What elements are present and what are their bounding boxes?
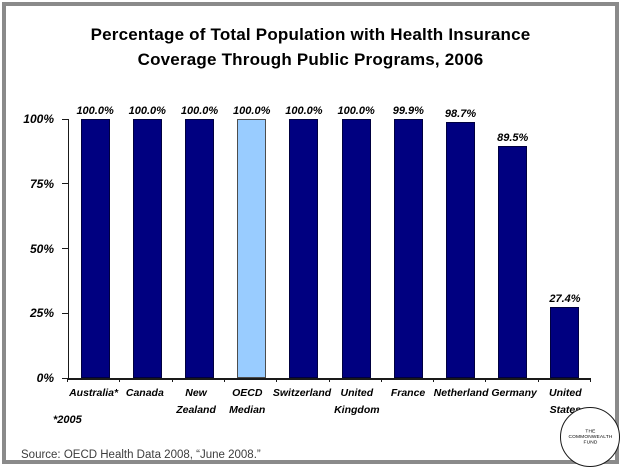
- bar-value-label: 100.0%: [76, 105, 114, 117]
- x-tick-mark: [119, 378, 121, 382]
- x-tick-mark: [537, 378, 539, 382]
- y-tick-mark: [62, 377, 68, 379]
- category-label: Germany: [491, 387, 537, 399]
- bar-column: 100.0%: [226, 105, 278, 378]
- bar-column: 98.7%: [434, 108, 486, 378]
- bar-column: 100.0%: [69, 105, 121, 378]
- logo-line-1: THE: [584, 428, 596, 434]
- x-tick-mark: [433, 378, 435, 382]
- y-tick-mark: [62, 183, 68, 185]
- bar: [498, 146, 528, 378]
- logo-line-3: FUND: [582, 439, 597, 445]
- bar-column: 99.9%: [382, 105, 434, 378]
- slide-frame: Percentage of Total Population with Heal…: [2, 2, 620, 467]
- commonwealth-fund-logo: THE COMMONWEALTH FUND: [560, 407, 620, 467]
- bar-value-label: 27.4%: [549, 293, 581, 306]
- bar: [550, 307, 580, 378]
- y-tick-label: 25%: [29, 306, 54, 321]
- bar-column: 100.0%: [173, 105, 225, 378]
- y-tick-label: 50%: [29, 241, 54, 256]
- category-label: Australia*: [69, 387, 119, 399]
- x-tick-mark: [171, 378, 173, 382]
- bar-value-label: 99.9%: [392, 105, 424, 118]
- category-label: Switzerland: [272, 387, 332, 399]
- bar-value-label: 100.0%: [233, 105, 271, 117]
- x-tick-mark: [485, 378, 487, 382]
- y-tick-mark: [62, 248, 68, 249]
- y-tick-label: 0%: [36, 371, 54, 385]
- bars-container: 100.0% 100.0% 100.0% 100.0% 100.0% 100.0% 99.9…: [69, 105, 591, 378]
- x-axis-ticks: [67, 378, 591, 383]
- bar: [289, 119, 319, 378]
- source-note: Source: OECD Health Data 2008, “June 200…: [21, 449, 261, 461]
- category-label: New Zealand: [176, 387, 216, 416]
- y-tick-mark: [62, 312, 68, 314]
- bar-value-label: 100.0%: [337, 105, 375, 117]
- category-label: Canada: [125, 387, 164, 399]
- x-tick-mark: [380, 378, 382, 382]
- y-axis: 0% 25% 50% 75% 100%: [6, 112, 68, 385]
- category-label: United Kingdom: [334, 387, 380, 416]
- y-tick-mark: [62, 118, 68, 120]
- plot-area: 100.0% 100.0% 100.0% 100.0% 100.0% 100.0% 99.9…: [68, 105, 591, 380]
- logo-line-2: COMMONWEALTH: [568, 434, 612, 439]
- x-tick-mark: [328, 378, 330, 382]
- chart-title: Percentage of Total Population with Heal…: [90, 25, 531, 69]
- bar-value-label: 89.5%: [497, 132, 529, 145]
- footnote: *2005: [53, 414, 82, 426]
- logo-text: THE COMMONWEALTH FUND: [568, 429, 612, 446]
- x-tick-mark: [590, 378, 591, 382]
- bar: [237, 119, 267, 378]
- x-tick-mark: [67, 378, 68, 382]
- y-tick-label: 100%: [23, 112, 54, 126]
- bar: [446, 122, 476, 378]
- y-tick-label: 75%: [29, 176, 54, 191]
- bar-column: 100.0%: [121, 105, 173, 378]
- bar: [185, 119, 214, 378]
- x-tick-mark: [276, 378, 278, 382]
- bar-column: 27.4%: [539, 119, 591, 378]
- bar-value-label: 100.0%: [128, 105, 166, 117]
- bar: [341, 119, 371, 378]
- bar-column: 100.0%: [330, 105, 382, 378]
- bar: [393, 119, 423, 378]
- bar: [132, 119, 162, 378]
- bar-value-label: 100.0%: [285, 105, 323, 117]
- bar-value-label: 100.0%: [180, 105, 219, 117]
- bar-column: 89.5%: [487, 119, 539, 378]
- x-tick-mark: [223, 378, 225, 382]
- x-axis-labels: Australia* Canada New Zealand OECD Median Sw…: [68, 385, 591, 419]
- bar: [80, 119, 110, 378]
- bar-value-label: 98.7%: [444, 108, 477, 121]
- category-label: OECD Median: [229, 387, 266, 416]
- category-label: France: [390, 387, 426, 399]
- bar-column: 100.0%: [278, 105, 330, 378]
- category-label: Netherland: [433, 387, 489, 399]
